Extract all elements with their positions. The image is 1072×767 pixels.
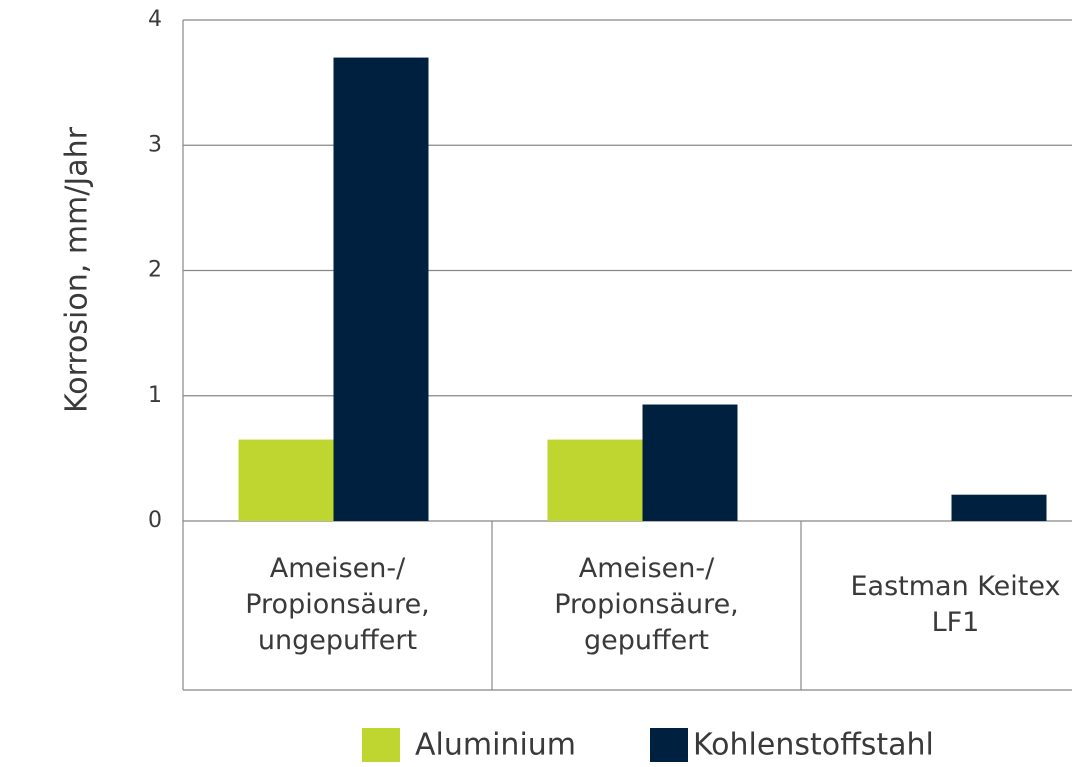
y-tick-label: 0 (148, 508, 162, 533)
legend-swatch (362, 728, 400, 762)
bar (951, 494, 1047, 521)
x-tick-label: LF1 (932, 607, 980, 638)
y-tick-label: 4 (148, 7, 162, 32)
x-tick-label: Propionsäure, (245, 589, 430, 620)
x-tick-label: ungepuffert (258, 625, 417, 656)
x-tick-label: Propionsäure, (554, 589, 739, 620)
y-axis-label: Korrosion, mm/Jahr (60, 126, 95, 413)
bar (642, 404, 738, 521)
bar (547, 439, 643, 521)
legend-label: Aluminium (415, 728, 576, 763)
x-tick-label: Eastman Keitex (851, 571, 1061, 602)
y-tick-label: 2 (148, 258, 162, 283)
x-tick-label: Ameisen-/ (270, 553, 406, 584)
bar (238, 439, 334, 521)
y-tick-label: 3 (148, 132, 162, 157)
x-tick-label: gepuffert (584, 625, 709, 656)
bar (333, 57, 429, 521)
legend-swatch (650, 728, 688, 762)
x-tick-label: Ameisen-/ (579, 553, 715, 584)
legend-label: Kohlenstoffstahl (693, 728, 934, 763)
y-tick-label: 1 (148, 383, 162, 408)
